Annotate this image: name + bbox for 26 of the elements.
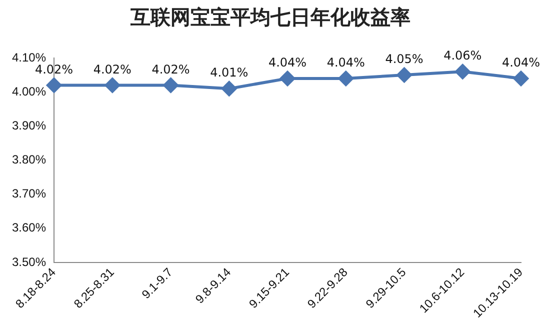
data-label: 4.06% bbox=[444, 48, 482, 63]
point bbox=[455, 64, 470, 80]
data-label: 4.05% bbox=[385, 52, 424, 66]
y-tick-label: 3.60% bbox=[12, 220, 46, 235]
point bbox=[222, 81, 237, 96]
point bbox=[396, 68, 412, 83]
data-label: 4.04% bbox=[326, 55, 365, 70]
y-tick-label: 3.50% bbox=[12, 254, 46, 269]
point bbox=[514, 70, 528, 86]
data-label: 4.04% bbox=[268, 55, 307, 70]
point bbox=[104, 78, 120, 93]
data-label: 4.04% bbox=[502, 55, 540, 70]
point bbox=[46, 78, 62, 93]
y-tick-label: 4.10% bbox=[12, 50, 46, 64]
data-label: 4.01% bbox=[210, 66, 248, 80]
y-tick-label: 3.80% bbox=[12, 152, 46, 167]
data-label: 4.02% bbox=[34, 62, 74, 76]
point bbox=[338, 70, 354, 86]
y-tick-label: 3.90% bbox=[12, 118, 46, 132]
chart-title: 互联网宝宝平均七日年化收益率 bbox=[130, 4, 412, 31]
y-tick-label: 3.70% bbox=[12, 186, 46, 201]
data-label: 4.02% bbox=[152, 62, 190, 76]
point bbox=[163, 78, 178, 93]
point bbox=[280, 70, 296, 86]
y-tick-label: 4.00% bbox=[12, 84, 46, 98]
data-label: 4.02% bbox=[93, 62, 132, 76]
